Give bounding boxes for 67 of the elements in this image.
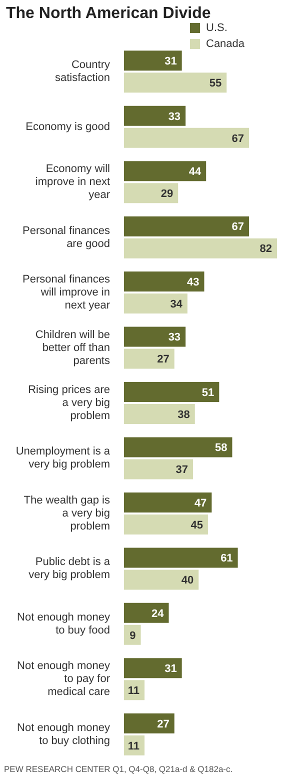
data-label: 44 [188,166,202,178]
chart-title: The North American Divide [6,5,211,23]
data-label: 27 [157,718,170,730]
bar [124,624,141,645]
data-label: 67 [232,221,244,234]
y-tick-label: Not enough money to buy clothing [17,722,110,747]
data-label: 43 [186,276,200,288]
bar [124,183,178,204]
y-tick-label: Personal finances are good [22,224,110,250]
bar [124,294,188,314]
bar [124,326,186,347]
bar [124,404,195,424]
bar [124,492,212,512]
bar [124,128,250,148]
data-label: 11 [128,740,140,752]
data-label: 33 [168,110,181,123]
y-tick-label: Economy will improve in next year [35,163,110,202]
bar [124,238,277,258]
y-tick-label: Public debt is a very big problem [28,556,111,582]
data-label: 82 [260,243,272,256]
data-label: 61 [220,552,233,565]
data-label: 34 [170,298,184,310]
bar [124,602,169,623]
bar [124,548,238,568]
legend-label: Canada [206,38,245,50]
data-label: 38 [178,408,190,421]
data-label: 29 [160,188,174,200]
data-label: 9 [130,630,136,642]
data-label: 27 [157,354,170,366]
bar [124,106,186,126]
bar [124,50,182,71]
bar [124,570,199,590]
bar [124,713,174,734]
bar [124,658,182,678]
y-tick-label: Rising prices are a very big problem [28,384,110,422]
data-label: 40 [181,574,194,587]
bar [124,72,227,93]
bar [124,382,220,402]
bar [124,514,208,534]
data-label: 31 [164,663,177,676]
data-label: 45 [190,519,203,532]
data-label: 58 [214,442,228,454]
data-label: 55 [209,78,222,90]
bar [124,348,174,369]
data-label: 67 [232,132,244,145]
y-tick-label: Not enough money to pay for medical care [17,660,110,698]
bar [124,161,206,182]
bar [124,459,194,480]
data-label: 31 [164,56,177,68]
y-tick-label: Economy is good [26,120,110,133]
data-label: 37 [176,464,188,476]
text: PEW RESEARCH CENTER Q1, Q4-Q8, Q21a-d & Q182a-c. [4,764,233,774]
data-label: 24 [152,608,165,620]
data-label: 47 [194,497,207,510]
bar [124,272,204,292]
y-tick-label: The wealth gap is a very big problem [24,494,110,532]
y-tick-label: Not enough money to buy food [17,611,110,636]
y-tick-label: Personal finances will improve in next year [22,274,110,312]
data-label: 33 [168,332,181,344]
y-tick-label: Children will be better off than parents [35,328,110,367]
legend-label: U.S. [206,22,228,34]
bar [124,216,250,236]
data-label: 11 [128,685,140,698]
y-tick-label: Unemployment is a very big problem [16,446,111,471]
y-tick-label: Country satisfaction [54,59,110,84]
bar [124,437,232,458]
data-label: 51 [202,386,214,399]
